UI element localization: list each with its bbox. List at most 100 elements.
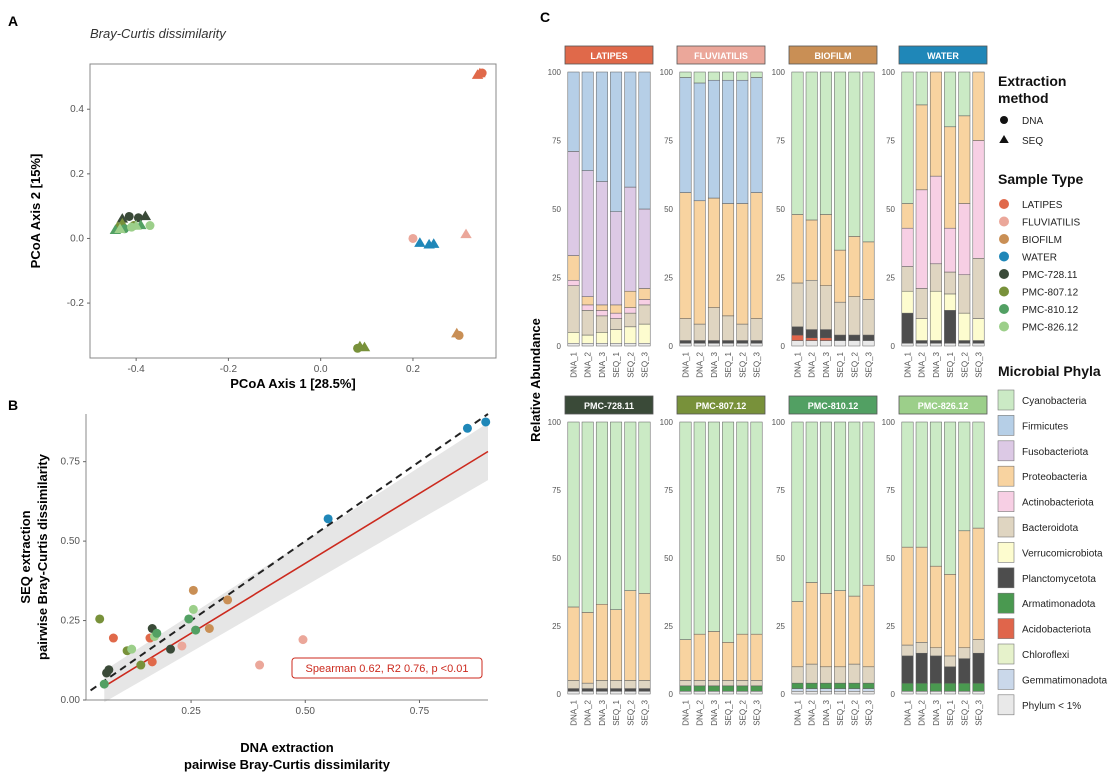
stacked-bar-segment bbox=[862, 421, 875, 586]
stacked-bar-segment bbox=[862, 666, 875, 684]
stacked-bar-segment bbox=[693, 71, 706, 84]
stacked-bar-segment bbox=[736, 79, 749, 204]
facet-x-tick-label: DNA_3 bbox=[710, 699, 719, 725]
stacked-bar-segment bbox=[722, 642, 735, 681]
stacked-bar-segment bbox=[972, 140, 985, 259]
stacked-bar-segment bbox=[610, 609, 623, 681]
stacked-bar-segment bbox=[901, 655, 914, 684]
stacked-bar-segment bbox=[791, 334, 804, 341]
stacked-bar-segment bbox=[581, 682, 594, 689]
stacked-bar-segment bbox=[819, 71, 832, 215]
stacked-bar-segment bbox=[819, 691, 832, 695]
stacked-bar-segment bbox=[834, 590, 847, 668]
stacked-bar-segment bbox=[791, 282, 804, 328]
legend-phylum-swatch bbox=[997, 643, 1015, 665]
stacked-bar-segment bbox=[624, 680, 637, 689]
stacked-bar-segment bbox=[750, 421, 763, 635]
stacked-bar-segment bbox=[638, 323, 651, 344]
stacked-bar-segment bbox=[581, 421, 594, 613]
facet-x-tick-label: SEQ_2 bbox=[738, 351, 747, 377]
legend-phylum-swatch bbox=[997, 389, 1015, 411]
stacked-bar-segment bbox=[901, 266, 914, 292]
facet-strip-label: WATER bbox=[927, 51, 959, 61]
stacked-bar-segment bbox=[972, 318, 985, 341]
stacked-bar-segment bbox=[944, 666, 957, 684]
facet-x-tick-label: SEQ_1 bbox=[612, 351, 621, 377]
stacked-bar-segment bbox=[791, 421, 804, 602]
facet-y-tick-label: 75 bbox=[664, 486, 673, 495]
facet-y-tick-label: 100 bbox=[548, 68, 562, 77]
legend-phylum-swatch bbox=[997, 542, 1015, 563]
stacked-bar-segment bbox=[624, 590, 637, 681]
stacked-bar-segment bbox=[944, 293, 957, 311]
stacked-bar-segment bbox=[901, 644, 914, 657]
legend-phylum-swatch bbox=[997, 491, 1015, 512]
stacked-bar-segment bbox=[581, 310, 594, 336]
stacked-bar-segment bbox=[610, 312, 623, 319]
stacked-bar-segment bbox=[624, 326, 637, 344]
pcoa-plot: -0.4 -0.2 0.0 0.2 -0.2 0.0 0.2 0.4 PCoA Axis 1 [… bbox=[28, 63, 497, 391]
pcoa-point bbox=[124, 211, 134, 221]
facet-x-tick-label: DNA_2 bbox=[584, 351, 593, 377]
facet-y-tick-label: 75 bbox=[664, 137, 673, 146]
stacked-bar-segment bbox=[638, 688, 651, 692]
stacked-bar-segment bbox=[624, 688, 637, 692]
stacked-bar-segment bbox=[834, 666, 847, 684]
facet-y-tick-label: 25 bbox=[886, 622, 895, 631]
facet-y-tick-label: 75 bbox=[776, 137, 785, 146]
facet-y-tick-label: 0 bbox=[557, 690, 562, 699]
legend-extraction-title-line2: method bbox=[998, 90, 1049, 106]
stacked-bar-segment bbox=[736, 343, 749, 347]
corr-x-axis-title-line1: DNA extraction bbox=[240, 740, 333, 755]
pcoa-point bbox=[408, 233, 418, 243]
facet-strip-label: FLUVIATILIS bbox=[694, 51, 748, 61]
stacked-bar-segment bbox=[944, 421, 957, 575]
stacked-bar-segment bbox=[958, 421, 971, 532]
facet-y-tick-label: 50 bbox=[886, 205, 895, 214]
facet-strip-label: PMC-728.11 bbox=[584, 401, 634, 411]
legend-sample-label: PMC-807.12 bbox=[1022, 288, 1079, 299]
legend-phylum-label: Firmicutes bbox=[1022, 421, 1068, 432]
legend-dna-marker bbox=[1000, 116, 1008, 124]
corr-point bbox=[99, 679, 109, 689]
stacked-bar-segment bbox=[901, 682, 914, 692]
stacked-bar-segment bbox=[679, 343, 692, 347]
stacked-bar-segment bbox=[679, 192, 692, 319]
stacked-bar-segment bbox=[848, 236, 861, 297]
facet-x-tick-label: DNA_3 bbox=[710, 351, 719, 377]
legend-phylum-swatch bbox=[997, 516, 1015, 538]
facet-y-tick-label: 75 bbox=[886, 486, 895, 495]
stacked-bar-segment bbox=[972, 71, 985, 141]
abundance-y-axis-title: Relative Abundance bbox=[528, 318, 543, 442]
legend-sample-marker bbox=[999, 216, 1009, 227]
stacked-bar-segment bbox=[834, 301, 847, 336]
facet-x-tick-label: DNA_2 bbox=[918, 699, 927, 725]
pcoa-point bbox=[414, 237, 426, 247]
stacked-bar-segment bbox=[915, 642, 928, 654]
stacked-bar-segment bbox=[736, 685, 749, 692]
legend-phylum-label: Acidobacteriota bbox=[1022, 625, 1091, 636]
facet-strip-label: BIOFILM bbox=[815, 51, 852, 61]
stacked-bar-segment bbox=[638, 208, 651, 289]
facet-y-tick-label: 100 bbox=[882, 68, 896, 77]
stacked-bar-segment bbox=[750, 680, 763, 687]
stacked-bar-segment bbox=[679, 680, 692, 687]
facet-x-tick-label: SEQ_2 bbox=[626, 699, 635, 725]
stacked-bar-segment bbox=[750, 340, 763, 344]
legend-phylum-swatch bbox=[997, 465, 1015, 487]
facet-y-tick-label: 50 bbox=[552, 205, 561, 214]
stacked-bar-segment bbox=[944, 310, 957, 344]
facet-y-tick-label: 0 bbox=[557, 342, 562, 351]
stacked-bar-segment bbox=[581, 688, 594, 692]
stacked-bar-segment bbox=[610, 211, 623, 306]
stacked-bar-segment bbox=[805, 421, 818, 583]
stacked-bar-segment bbox=[819, 593, 832, 668]
stacked-bar-segment bbox=[848, 688, 861, 692]
stacked-bar-segment bbox=[848, 340, 861, 347]
stacked-bar-segment bbox=[915, 189, 928, 289]
stacked-bar-segment bbox=[638, 691, 651, 695]
stacked-bar-segment bbox=[707, 631, 720, 681]
facet-strip-label: LATIPES bbox=[590, 51, 627, 61]
stacked-bar-segment bbox=[791, 340, 804, 347]
legend-sample-title: Sample Type bbox=[998, 171, 1084, 187]
